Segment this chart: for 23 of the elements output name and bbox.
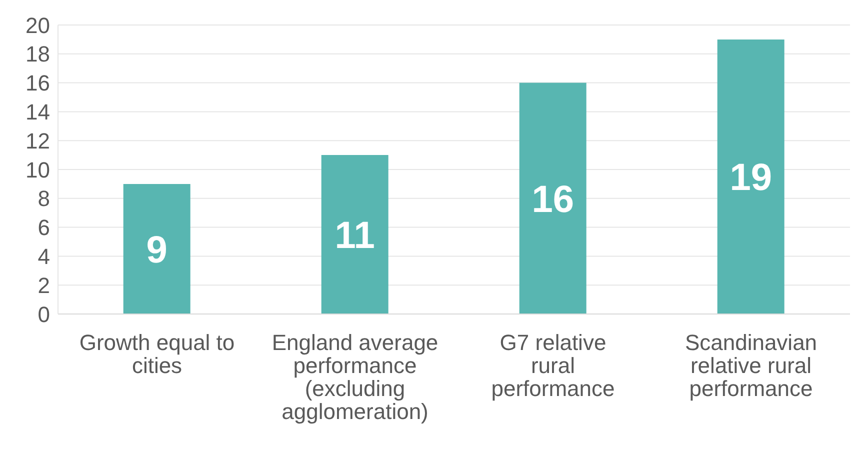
y-tick-label: 6 (38, 215, 50, 240)
x-tick-label: England average performance (excluding agglomeration) (272, 330, 438, 424)
y-tick-label: 16 (26, 70, 50, 96)
data-label: 11 (334, 215, 375, 258)
bar (717, 39, 784, 314)
bar (519, 82, 586, 314)
y-tick-label: 12 (26, 128, 50, 154)
bar (123, 184, 190, 314)
y-tick-label: 4 (38, 244, 50, 270)
x-tick-label: G7 relative rural performance (491, 330, 615, 401)
y-tick-label: 0 (38, 302, 50, 327)
x-tick-label: Growth equal to cities (79, 330, 235, 378)
y-tick-label: 18 (26, 42, 50, 67)
data-label: 16 (532, 178, 574, 221)
bar (321, 155, 388, 314)
data-label: 9 (146, 229, 168, 272)
y-tick-label: 14 (26, 100, 50, 125)
y-tick-label: 2 (38, 272, 50, 298)
data-label: 19 (730, 157, 772, 200)
y-tick-label: 8 (38, 186, 50, 212)
x-tick-label: Scandinavian relative rural performance (684, 330, 818, 401)
y-tick-label: 20 (26, 12, 50, 38)
y-tick-label: 10 (26, 157, 50, 182)
